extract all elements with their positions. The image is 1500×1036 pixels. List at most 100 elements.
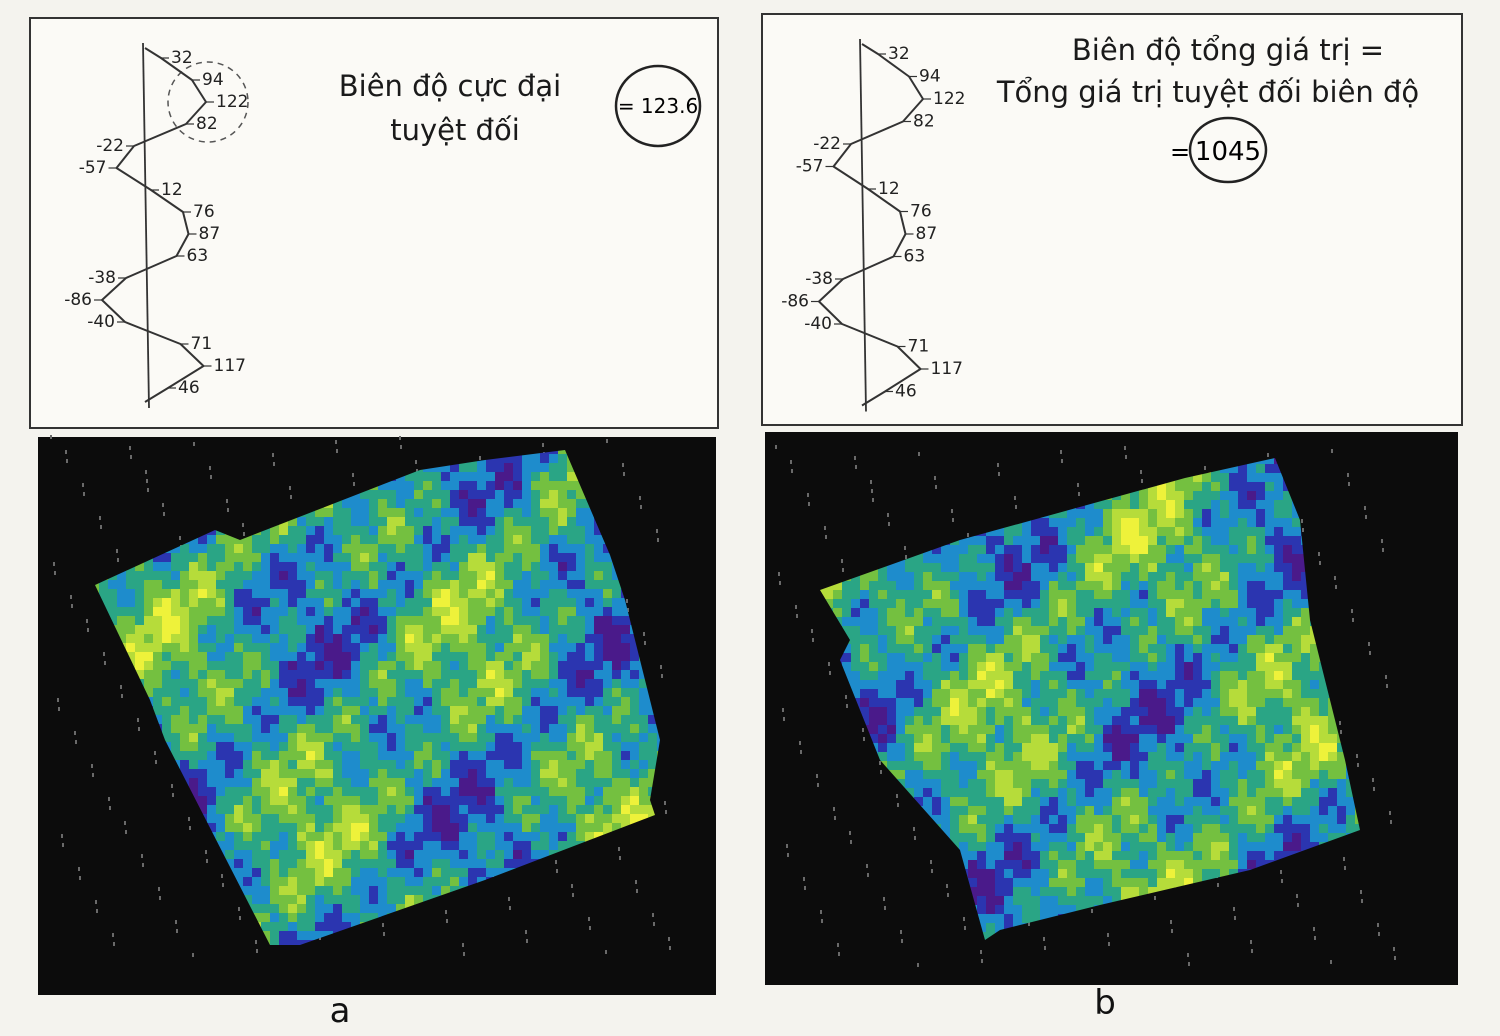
map-cell xyxy=(531,688,540,697)
map-cell xyxy=(522,688,531,697)
map-cell xyxy=(378,877,387,886)
map-cell xyxy=(378,904,387,913)
map-cell xyxy=(288,670,297,679)
map-cell xyxy=(342,571,351,580)
dot xyxy=(78,867,80,871)
map-cell xyxy=(378,616,387,625)
map-cell xyxy=(234,616,243,625)
map-cell xyxy=(486,823,495,832)
map-cell xyxy=(324,904,333,913)
map-cell xyxy=(1112,536,1121,545)
map-cell xyxy=(585,625,594,634)
dot xyxy=(206,859,208,863)
map-cell xyxy=(324,778,333,787)
dot xyxy=(1340,730,1342,734)
map-cell xyxy=(405,688,414,697)
map-cell xyxy=(1148,527,1157,536)
map-cell xyxy=(513,724,522,733)
map-cell xyxy=(441,697,450,706)
map-cell xyxy=(450,544,459,553)
map-cell xyxy=(378,778,387,787)
map-cell xyxy=(423,706,432,715)
map-cell xyxy=(387,499,396,508)
map-cell xyxy=(396,679,405,688)
map-cell xyxy=(414,526,423,535)
dot xyxy=(661,674,663,678)
dot xyxy=(1356,754,1358,758)
map-cell xyxy=(234,715,243,724)
map-cell xyxy=(441,868,450,877)
map-cell xyxy=(342,670,351,679)
map-cell xyxy=(324,796,333,805)
map-cell xyxy=(531,652,540,661)
map-cell xyxy=(522,859,531,868)
map-cell xyxy=(603,742,612,751)
map-cell xyxy=(189,625,198,634)
map-cell xyxy=(459,787,468,796)
map-cell xyxy=(270,724,279,733)
dot xyxy=(1140,470,1142,474)
map-cell xyxy=(144,598,153,607)
map-cell xyxy=(540,472,549,481)
map-cell xyxy=(288,742,297,751)
map-cell xyxy=(270,796,279,805)
map-cell xyxy=(261,733,270,742)
map-cell xyxy=(198,796,207,805)
map-cell xyxy=(585,742,594,751)
map-cell xyxy=(576,490,585,499)
map-cell xyxy=(495,481,504,490)
map-cell xyxy=(630,769,639,778)
map-cell xyxy=(297,661,306,670)
map-cell xyxy=(180,634,189,643)
map-cell xyxy=(513,814,522,823)
map-cell xyxy=(252,688,261,697)
dot xyxy=(555,860,557,864)
map-cell xyxy=(144,634,153,643)
map-cell xyxy=(1265,545,1274,554)
map-cell xyxy=(423,499,432,508)
map-cell xyxy=(594,661,603,670)
map-cell xyxy=(315,607,324,616)
map-cell xyxy=(405,733,414,742)
dot xyxy=(100,525,102,529)
map-cell xyxy=(396,544,405,553)
map-cell xyxy=(441,742,450,751)
map-cell xyxy=(315,733,324,742)
map-cell xyxy=(495,778,504,787)
map-cell xyxy=(135,562,144,571)
map-cell xyxy=(396,724,405,733)
map-cell xyxy=(441,823,450,832)
map-cell xyxy=(180,625,189,634)
map-cell xyxy=(261,850,270,859)
map-cell xyxy=(603,823,612,832)
map-cell xyxy=(297,904,306,913)
map-cell xyxy=(585,535,594,544)
map-cell xyxy=(216,796,225,805)
map-cell xyxy=(450,661,459,670)
dot xyxy=(145,470,147,474)
map-cell xyxy=(450,598,459,607)
map-cell xyxy=(432,706,441,715)
dot xyxy=(657,538,659,542)
dot xyxy=(664,801,666,805)
map-cell xyxy=(333,688,342,697)
map-cell xyxy=(459,868,468,877)
map-cell xyxy=(513,571,522,580)
map-cell xyxy=(522,580,531,589)
map-cell xyxy=(396,652,405,661)
map-cell xyxy=(342,742,351,751)
map-cell xyxy=(621,814,630,823)
map-cell xyxy=(567,472,576,481)
map-cell xyxy=(423,535,432,544)
map-cell xyxy=(261,715,270,724)
map-cell xyxy=(1247,536,1256,545)
map-cell xyxy=(207,625,216,634)
map-cell xyxy=(198,598,207,607)
map-cell xyxy=(369,544,378,553)
map-cell xyxy=(342,643,351,652)
map-cell xyxy=(540,796,549,805)
map-cell xyxy=(378,805,387,814)
map-cell xyxy=(513,589,522,598)
map-cell xyxy=(594,535,603,544)
